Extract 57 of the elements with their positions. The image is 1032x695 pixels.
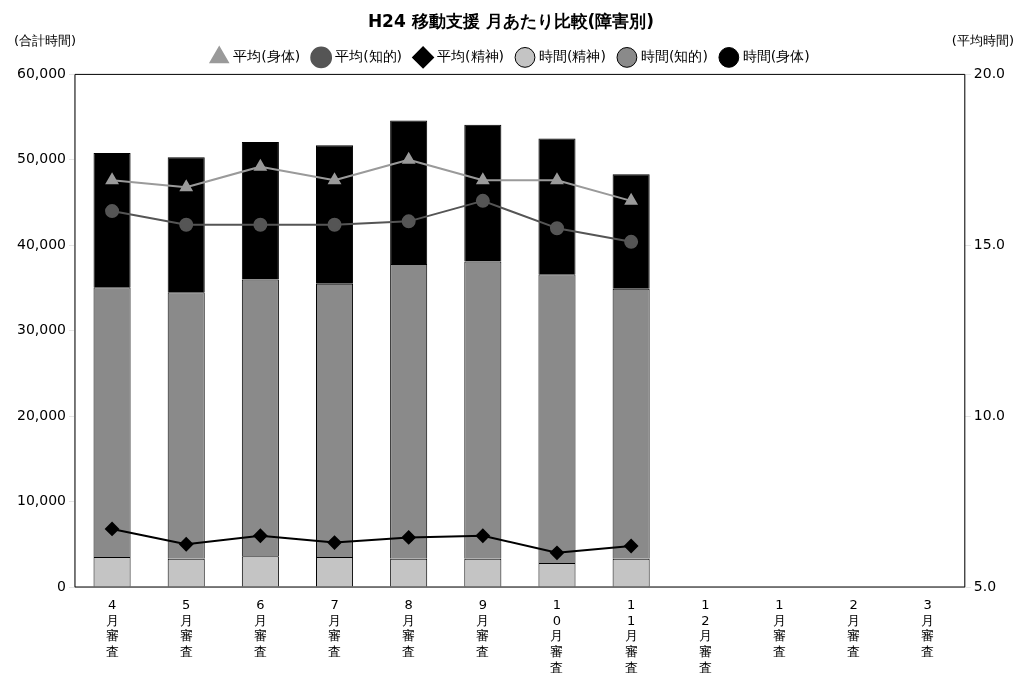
point — [475, 193, 490, 208]
x-tick-label: 12月審査 — [698, 597, 712, 675]
point — [254, 159, 267, 171]
y2-tick-label: 10.0 — [973, 406, 1005, 423]
point — [475, 528, 490, 543]
x-tick-label: 10月審査 — [550, 597, 564, 675]
y2-tick-label: 15.0 — [973, 235, 1005, 252]
point — [401, 530, 416, 545]
legend-label: 平均(精神) — [437, 48, 505, 65]
legend-label: 平均(知的) — [335, 48, 403, 65]
point — [253, 528, 268, 543]
y-tick-label: 40,000 — [16, 235, 66, 252]
x-tick-label: 9月審査 — [476, 597, 490, 659]
legend-label: 時間(身体) — [742, 48, 810, 65]
x-tick-label: 8月審査 — [402, 597, 416, 659]
x-tick-label: 6月審査 — [253, 597, 267, 659]
bar — [538, 138, 576, 275]
point — [327, 217, 342, 232]
point — [624, 193, 638, 205]
x-tick-label: 1月審査 — [772, 597, 786, 659]
x-tick-label: 2月審査 — [847, 597, 861, 659]
point — [476, 173, 490, 185]
point — [327, 535, 342, 550]
point — [179, 217, 194, 232]
point — [402, 152, 415, 164]
legend-label: 時間(精神) — [539, 48, 606, 65]
point — [624, 538, 639, 553]
y-tick-label: 30,000 — [16, 321, 66, 338]
point — [253, 217, 268, 232]
x-tick-label: 5月審査 — [179, 597, 193, 659]
y2-axis-title: (平均時間) — [951, 32, 1014, 48]
y-tick-label: 20,000 — [16, 406, 66, 423]
y-axis-title: (合計時間) — [14, 32, 77, 48]
point — [328, 173, 341, 185]
x-tick-label: 3月審査 — [921, 597, 935, 659]
chart-title: H24 移動支援 月あたり比較(障害別) — [367, 10, 655, 31]
legend-label: 時間(知的) — [640, 48, 708, 65]
point — [180, 180, 193, 192]
x-tick-label: 4月審査 — [105, 597, 119, 659]
y2-tick-label: 5.0 — [973, 577, 997, 594]
point — [105, 173, 119, 185]
point — [549, 221, 564, 236]
point — [401, 214, 416, 229]
point — [105, 204, 120, 219]
point — [550, 173, 564, 185]
legend-label: 平均(身体) — [233, 48, 301, 65]
y-tick-label: 10,000 — [16, 492, 66, 509]
y2-tick-label: 20.0 — [973, 65, 1005, 82]
point — [549, 545, 564, 560]
point — [105, 521, 120, 536]
x-tick-label: 11月審査 — [624, 597, 638, 675]
point — [179, 537, 194, 552]
y-tick-label: 60,000 — [16, 65, 66, 82]
y-tick-label: 50,000 — [16, 150, 66, 167]
point — [624, 234, 639, 249]
y-tick-label: 0 — [57, 577, 66, 594]
x-tick-label: 7月審査 — [328, 597, 342, 659]
